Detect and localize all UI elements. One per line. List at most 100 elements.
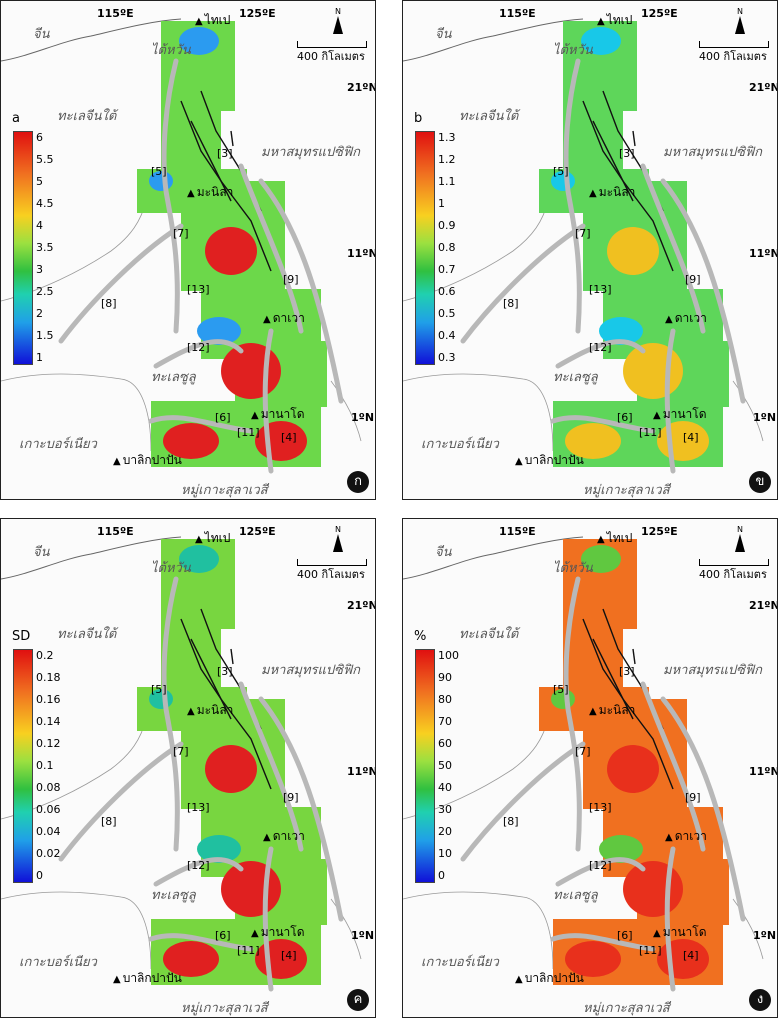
sulawesi-label: หมู่เกาะสุลาเวสี	[583, 483, 670, 498]
legend-tick-label: 0	[438, 869, 445, 882]
lat-1-label: 1ºN	[351, 411, 375, 424]
north-arrow-icon	[333, 16, 343, 34]
scale-label: 400 กิโลเมตร	[297, 568, 365, 581]
pacific-label: มหาสมุทรแปซิฟิก	[261, 145, 361, 160]
zone-11-label: [11]	[237, 944, 260, 957]
zone-3-label: [3]	[217, 147, 233, 160]
south-china-sea-label: ทะเลจีนใต้	[57, 109, 117, 124]
panel-badge: ค	[347, 989, 369, 1011]
lon-115-label: 115ºE	[499, 525, 536, 538]
zone-8-label: [8]	[101, 297, 117, 310]
legend-tick-label: 10	[438, 847, 452, 860]
china-label: จีน	[33, 545, 50, 560]
legend-tick-label: 0.04	[36, 825, 61, 838]
zone-12-label: [12]	[187, 859, 210, 872]
city-balikpapan: ▲ บาลิกปาปัน	[113, 969, 182, 988]
legend-tick-label: 30	[438, 803, 452, 816]
south-china-sea-label: ทะเลจีนใต้	[459, 627, 519, 642]
south-china-sea-label: ทะเลจีนใต้	[57, 627, 117, 642]
lon-125-label: 125ºE	[641, 525, 678, 538]
north-label: N	[335, 7, 341, 16]
triangle-marker-icon: ▲	[665, 832, 673, 843]
city-manila: ▲ มะนิลา	[589, 183, 635, 202]
color-legend: a 6 5.5 5 4.5 4 3.5 3 2.5 2 1.5 1	[10, 111, 54, 365]
lat-21-label: 21ºN	[749, 81, 778, 94]
north-arrow-icon	[735, 16, 745, 34]
city-davao: ▲ ดาเวา	[263, 309, 305, 328]
legend-title: SD	[12, 629, 31, 644]
legend-tick-label: 80	[438, 693, 452, 706]
city-manila-label: มะนิลา	[196, 185, 234, 199]
zone-12-label: [12]	[589, 859, 612, 872]
zone-6-label: [6]	[215, 411, 231, 424]
legend-tick-label: 0.18	[36, 671, 61, 684]
zone-7-label: [7]	[575, 745, 591, 758]
china-label: จีน	[33, 27, 50, 42]
city-manila-label: มะนิลา	[196, 703, 234, 717]
legend-color-bar	[415, 131, 435, 365]
scale-bar	[297, 41, 367, 48]
taiwan-label: ไต้หวัน	[151, 43, 191, 58]
legend-color-bar	[13, 131, 33, 365]
legend-tick-label: 2.5	[36, 285, 54, 298]
zone-boundaries	[58, 576, 344, 992]
lon-115-label: 115ºE	[499, 7, 536, 20]
north-arrow: N	[331, 7, 345, 34]
color-legend: b 1.3 1.2 1.1 1 0.9 0.8 0.7 0.6 0.5 0.4 0.3	[412, 111, 456, 365]
legend-tick-label: 2	[36, 307, 43, 320]
city-taipei: ▲ ไทเป	[597, 11, 632, 30]
china-label: จีน	[435, 27, 452, 42]
city-taipei: ▲ ไทเป	[195, 11, 230, 30]
zone-4-label: [4]	[683, 949, 699, 962]
legend-tick-label: 0.7	[438, 263, 456, 276]
legend-tick-label: 1	[36, 351, 43, 364]
city-balikpapan: ▲ บาลิกปาปัน	[515, 969, 584, 988]
borneo-label: เกาะบอร์เนียว	[421, 437, 499, 452]
triangle-marker-icon: ▲	[251, 928, 259, 939]
city-manila: ▲ มะนิลา	[187, 183, 233, 202]
legend-tick-label: 0.1	[36, 759, 54, 772]
city-davao-label: ดาเวา	[272, 311, 305, 325]
legend-tick-label: 70	[438, 715, 452, 728]
north-arrow-icon	[333, 534, 343, 552]
triangle-marker-icon: ▲	[195, 534, 203, 545]
city-manado: ▲ มานาโด	[653, 405, 707, 424]
borneo-label: เกาะบอร์เนียว	[421, 955, 499, 970]
legend-tick-label: 1.2	[438, 153, 456, 166]
color-legend: SD 0.2 0.18 0.16 0.14 0.12 0.1 0.08 0.06 0.04 0.0…	[10, 629, 61, 883]
legend-tick-label: 0.14	[36, 715, 61, 728]
triangle-marker-icon: ▲	[597, 534, 605, 545]
city-manila-label: มะนิลา	[598, 185, 636, 199]
legend-tick-label: 40	[438, 781, 452, 794]
zone-3-label: [3]	[217, 665, 233, 678]
city-balikpapan-label: บาลิกปาปัน	[524, 453, 584, 467]
city-davao-label: ดาเวา	[674, 829, 707, 843]
legend-tick-label: 1.3	[438, 131, 456, 144]
legend-tick-label: 4	[36, 219, 43, 232]
legend-color-bar	[13, 649, 33, 883]
zone-9-label: [9]	[283, 791, 299, 804]
city-manado-label: มานาโด	[260, 407, 305, 421]
triangle-marker-icon: ▲	[589, 706, 597, 717]
scale-bar	[699, 41, 769, 48]
city-manado-label: มานาโด	[662, 925, 707, 939]
legend-tick-label: 0.12	[36, 737, 61, 750]
legend-tick-label: 100	[438, 649, 459, 662]
china-label: จีน	[435, 545, 452, 560]
city-manila-label: มะนิลา	[598, 703, 636, 717]
zone-9-label: [9]	[685, 273, 701, 286]
city-balikpapan-label: บาลิกปาปัน	[524, 971, 584, 985]
map-panel-3: 115ºE 125ºE 21ºN 11ºN 1ºN จีน ไต้หวัน ทะ…	[0, 518, 376, 1018]
lat-1-label: 1ºN	[351, 929, 375, 942]
sulu-sea-label: ทะเลซูลู	[151, 888, 196, 903]
city-balikpapan-label: บาลิกปาปัน	[122, 453, 182, 467]
sulawesi-label: หมู่เกาะสุลาเวสี	[583, 1001, 670, 1016]
zone-11-label: [11]	[237, 426, 260, 439]
zone-8-label: [8]	[101, 815, 117, 828]
city-taipei-label: ไทเป	[204, 13, 231, 27]
north-label: N	[335, 525, 341, 534]
legend-tick-label: 50	[438, 759, 452, 772]
triangle-marker-icon: ▲	[263, 314, 271, 325]
scale-label: 400 กิโลเมตร	[297, 50, 365, 63]
pacific-label: มหาสมุทรแปซิฟิก	[261, 663, 361, 678]
